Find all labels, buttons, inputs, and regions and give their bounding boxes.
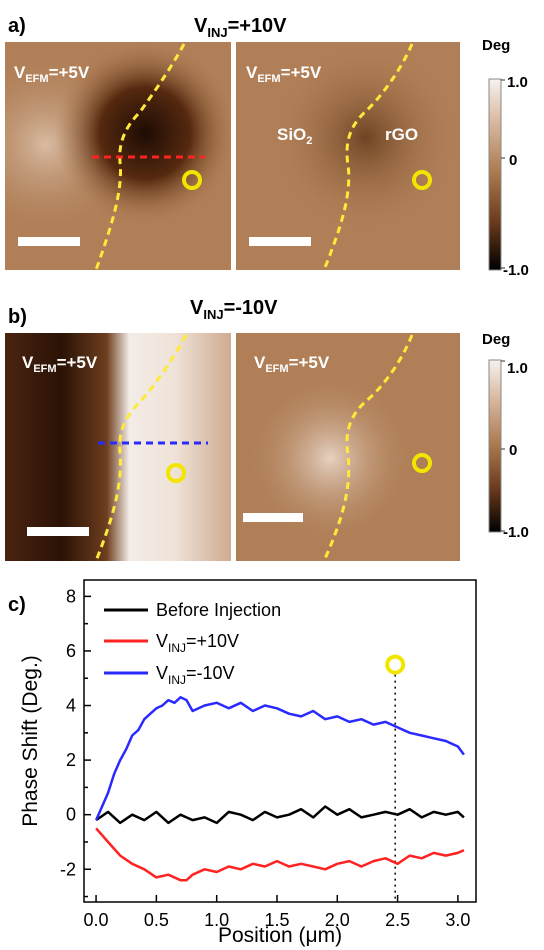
scale-bar (27, 527, 89, 536)
scale-bar (249, 237, 311, 246)
tip-position-marker (412, 453, 432, 473)
tip-position-marker (166, 463, 186, 483)
x-tick-label: 3.0 (445, 910, 470, 930)
colorbar-title: Deg (482, 37, 510, 54)
colorbar-b: Deg 1.0 0 -1.0 (482, 331, 529, 541)
rgo-label: rGO (385, 125, 418, 144)
boundary-line (322, 43, 414, 271)
y-axis-label: Phase Shift (Deg.) (19, 655, 42, 827)
series-line-0 (95, 805, 465, 825)
x-axis-label: Position (μm) (218, 924, 342, 947)
y-tick-label: 0 (66, 805, 76, 825)
y-tick-label: 8 (66, 586, 76, 606)
scale-bar (18, 237, 80, 246)
colorbar-tick: 1.0 (507, 360, 528, 377)
series-line-2 (94, 696, 465, 821)
colorbar-title: Deg (482, 331, 510, 348)
tip-position-marker (385, 654, 406, 675)
y-tick-label: 4 (66, 696, 76, 716)
x-tick-label: 0.5 (144, 910, 169, 930)
efm-image-b1: VEFM=+5V (5, 333, 231, 562)
colorbar-a: Deg 1.0 0 -1.0 (482, 37, 529, 279)
panel-c-label: c) (8, 594, 26, 616)
y-tick-label: 6 (66, 641, 76, 661)
x-tick-label: 2.5 (385, 910, 410, 930)
plot-frame (83, 579, 477, 903)
colorbar-tick: -1.0 (503, 262, 529, 279)
vefm-label: VEFM=+5V (14, 63, 90, 85)
efm-image-b2: VEFM=+5V (236, 333, 460, 562)
boundary-line (322, 334, 414, 562)
colorbar-tick: 1.0 (507, 74, 528, 91)
colorbar-tick: 0 (509, 152, 517, 169)
series-line-1 (95, 827, 465, 882)
legend-entry: VINJ=-10V (156, 663, 235, 687)
x-tick-label: 1.0 (204, 910, 229, 930)
panel-a-label: a) (8, 15, 26, 37)
x-tick-label: 2.0 (325, 910, 350, 930)
boundary-line (94, 43, 186, 271)
panel-a-title: VINJ=+10V (194, 15, 287, 40)
vefm-label: VEFM=+5V (254, 353, 330, 375)
sio2-label: SiO2 (277, 125, 312, 147)
y-tick-label: 2 (66, 750, 76, 770)
colorbar-tick: -1.0 (503, 524, 529, 541)
phase-shift-chart: 0.0 0.5 1.0 1.5 2.0 2.5 3.0 -2 0 2 4 6 8 Before Inje… (19, 579, 477, 947)
x-tick-label: 0.0 (84, 910, 109, 930)
legend-entry: Before Injection (156, 600, 281, 620)
colorbar-tick: 0 (509, 442, 517, 459)
x-tick-label: 1.5 (264, 910, 289, 930)
efm-image-a2: VEFM=+5V SiO2 rGO (236, 42, 460, 271)
scale-bar (243, 513, 303, 522)
panel-b-label: b) (8, 306, 27, 328)
vefm-label: VEFM=+5V (246, 63, 322, 85)
boundary-line (94, 334, 188, 562)
vefm-label: VEFM=+5V (22, 353, 98, 375)
tip-position-marker (412, 170, 432, 190)
y-tick-label: -2 (60, 859, 76, 879)
efm-image-a1: VEFM=+5V (5, 42, 231, 271)
tip-position-marker (182, 170, 202, 190)
panel-b-title: VINJ=-10V (190, 297, 278, 322)
legend-entry: VINJ=+10V (156, 631, 239, 655)
